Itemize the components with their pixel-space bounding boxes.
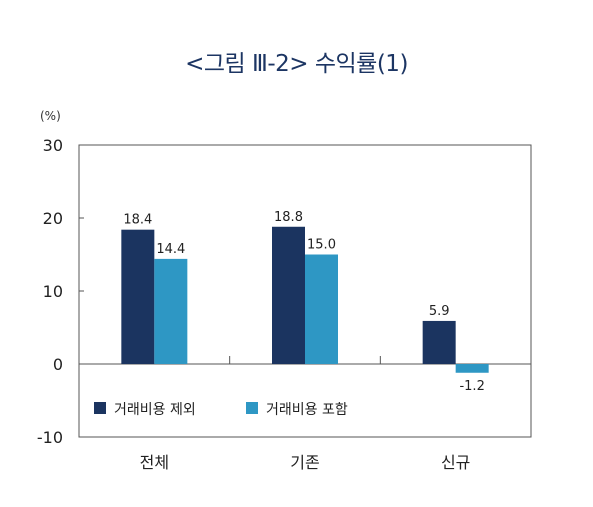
- x-category-label: 기존: [290, 453, 319, 472]
- y-tick-label: 30: [43, 136, 63, 155]
- legend-label: 거래비용 포함: [266, 402, 348, 418]
- data-label: 5.9: [429, 304, 450, 319]
- bar: [121, 229, 155, 364]
- data-label: 18.8: [274, 210, 303, 225]
- data-label: 18.4: [123, 213, 152, 228]
- legend: 거래비용 제외 거래비용 포함: [94, 402, 348, 418]
- data-label: 15.0: [307, 238, 336, 253]
- data-label: -1.2: [459, 379, 484, 394]
- legend-label: 거래비용 제외: [114, 402, 196, 418]
- x-category-label: 전체: [140, 453, 169, 472]
- y-tick-label: 0: [53, 355, 63, 374]
- x-axis-categories: 전체 기존 신규: [140, 453, 471, 472]
- legend-swatch: [246, 402, 258, 414]
- y-tick-label: 20: [43, 209, 63, 228]
- bar: [305, 254, 338, 364]
- y-axis-unit-label: (%): [40, 109, 61, 123]
- bar: [154, 258, 188, 364]
- y-tick-label: 10: [43, 282, 63, 301]
- data-label: 14.4: [156, 242, 185, 257]
- bar: [272, 226, 305, 364]
- bars: 18.4 14.4 18.8 15.0 5.9 -1.2: [79, 210, 531, 394]
- chart-title: <그림 Ⅲ-2> 수익률(1): [185, 51, 408, 77]
- bar: [455, 364, 489, 373]
- y-tick-label: -10: [37, 428, 63, 447]
- legend-swatch: [94, 402, 106, 414]
- bar: [422, 320, 456, 364]
- x-category-label: 신규: [441, 453, 470, 472]
- y-axis-ticks: -10 0 10 20 30: [37, 136, 84, 447]
